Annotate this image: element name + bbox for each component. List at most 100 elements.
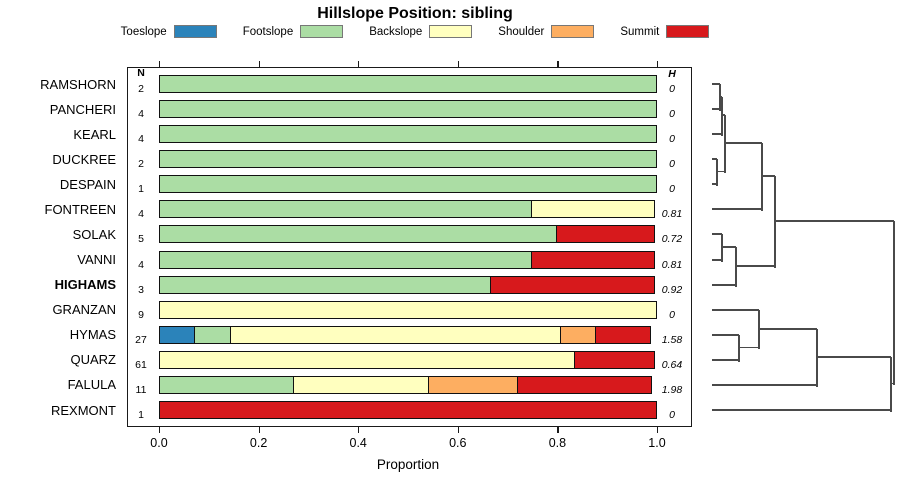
dendrogram-segment [712, 108, 720, 110]
bar-segment-footslope [159, 275, 492, 294]
x-tick-top [657, 61, 659, 67]
dendrogram-segment [722, 114, 725, 116]
stacked-bar-quarz [159, 350, 657, 369]
h-value: 0.81 [661, 208, 683, 221]
dendrogram-segment [712, 158, 717, 160]
bar-segment-backslope [159, 300, 657, 319]
dendrogram-segment [891, 382, 894, 385]
legend-label: Shoulder [498, 25, 545, 38]
row-label-pancheri: PANCHERI [49, 101, 116, 117]
legend-swatch [429, 25, 473, 38]
bar-segment-shoulder [427, 375, 519, 394]
dendrogram-segment [736, 265, 775, 267]
stacked-bar-highams [159, 275, 657, 294]
dendrogram-segment [724, 115, 726, 173]
legend-item-shoulder: Shoulder [498, 25, 595, 38]
dendrogram-segment [712, 409, 891, 411]
n-value: 4 [138, 258, 144, 271]
dendrogram-segment [717, 170, 725, 173]
x-tick-bottom [159, 427, 161, 433]
n-value: 1 [138, 409, 144, 421]
row-label-duckree: DUCKREE [52, 151, 116, 167]
stacked-bar-solak [159, 225, 657, 244]
legend-swatch [173, 25, 217, 38]
n-value: 4 [138, 133, 144, 146]
h-value: 0.92 [661, 283, 683, 296]
bar-segment-shoulder [560, 325, 597, 344]
stacked-bar-rexmont [159, 401, 657, 419]
x-tick-bottom [657, 427, 659, 433]
dendrogram-segment [720, 95, 722, 98]
bar-segment-footslope [159, 175, 657, 194]
legend-label: Backslope [369, 25, 423, 38]
legend-label: Toeslope [120, 25, 167, 38]
stacked-bar-despain [159, 175, 657, 194]
dendrogram-segment [712, 183, 717, 185]
h-value: 0 [669, 183, 675, 196]
stacked-bar-hymas [159, 325, 657, 344]
n-value: 4 [138, 108, 144, 121]
n-value: 2 [138, 83, 144, 95]
n-value: 61 [135, 358, 147, 371]
dendrogram-segment [722, 246, 736, 248]
dendrogram-segment [719, 84, 721, 111]
legend-label: Summit [620, 25, 660, 38]
row-label-ramshorn: RAMSHORN [40, 76, 116, 92]
bar-segment-footslope [159, 150, 657, 169]
n-value: 27 [135, 333, 147, 346]
dendrogram-segment [735, 247, 737, 287]
legend-swatch [551, 25, 595, 38]
dendrogram-segment [721, 96, 723, 136]
bar-segment-footslope [159, 375, 295, 394]
h-value: 1.98 [661, 383, 683, 396]
n-value: 4 [138, 208, 144, 221]
n-value: 2 [138, 158, 144, 171]
h-column-header: H [668, 68, 676, 80]
bar-segment-summit [159, 401, 657, 419]
stacked-bar-kearl [159, 125, 657, 144]
dendrogram-segment [716, 159, 718, 186]
bar-segment-summit [489, 275, 656, 294]
dendrogram-segment [774, 176, 776, 268]
bar-segment-backslope [159, 350, 576, 369]
n-value: 11 [135, 383, 147, 396]
h-value: 0.64 [661, 358, 683, 371]
dendrogram-segment [712, 359, 739, 361]
chart-title: Hillslope Position: sibling [317, 5, 513, 22]
bar-segment-summit [555, 225, 656, 244]
row-label-solak: SOLAK [72, 226, 116, 242]
row-label-falula: FALULA [67, 377, 116, 393]
bar-segment-footslope [159, 225, 558, 244]
x-tick-bottom [358, 427, 360, 433]
plot-area [127, 67, 692, 427]
dendrogram-segment [712, 309, 759, 311]
x-tick-bottom [258, 427, 260, 433]
legend-item-footslope: Footslope [243, 25, 344, 38]
row-label-highams: HIGHAMS [54, 277, 116, 293]
h-value: 1.58 [661, 333, 683, 346]
legend-swatch [666, 25, 710, 38]
row-label-fontreen: FONTREEN [44, 201, 117, 217]
x-tick-bottom [557, 427, 559, 433]
h-value: 0 [669, 83, 675, 95]
bar-segment-backslope [229, 325, 562, 344]
legend-item-toeslope: Toeslope [121, 25, 217, 38]
dendrogram-segment [712, 259, 722, 261]
n-value: 3 [138, 283, 144, 296]
x-tick-label: 0.8 [548, 436, 567, 450]
dendrogram-segment [759, 328, 817, 330]
dendrogram-segment [721, 234, 723, 262]
bar-segment-backslope [530, 200, 656, 219]
bar-segment-footslope [159, 250, 533, 269]
row-label-despain: DESPAIN [59, 176, 116, 192]
stacked-bar-duckree [159, 150, 657, 169]
n-column-header: N [137, 67, 145, 79]
legend-item-backslope: Backslope [369, 25, 473, 38]
bar-segment-summit [573, 350, 656, 369]
dendrogram-segment [712, 233, 722, 235]
dendrogram-segment [738, 335, 740, 362]
bar-segment-footslope [159, 100, 657, 119]
row-label-vanni: VANNI [77, 252, 116, 268]
bar-segment-summit [516, 375, 653, 394]
